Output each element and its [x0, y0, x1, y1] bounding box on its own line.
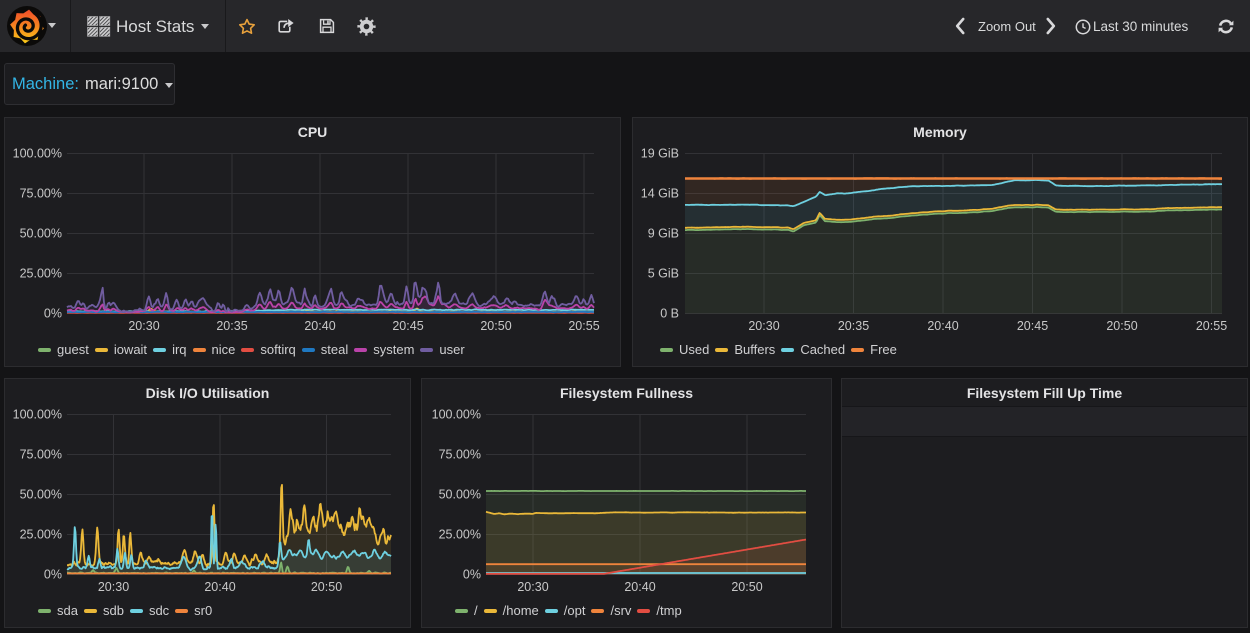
- svg-text:20:55: 20:55: [1196, 319, 1227, 333]
- svg-text:100.00%: 100.00%: [13, 408, 62, 422]
- svg-text:20:40: 20:40: [204, 580, 235, 594]
- svg-text:75.00%: 75.00%: [20, 187, 62, 201]
- svg-text:20:30: 20:30: [517, 580, 548, 594]
- svg-text:25.00%: 25.00%: [439, 528, 481, 542]
- svg-text:20:50: 20:50: [1106, 319, 1137, 333]
- svg-text:20:45: 20:45: [392, 319, 423, 333]
- svg-text:20:45: 20:45: [1017, 319, 1048, 333]
- svg-text:75.00%: 75.00%: [20, 448, 62, 462]
- svg-text:20:35: 20:35: [216, 319, 247, 333]
- svg-text:20:40: 20:40: [624, 580, 655, 594]
- svg-text:20:50: 20:50: [731, 580, 762, 594]
- svg-text:9 GiB: 9 GiB: [648, 227, 679, 241]
- svg-text:20:50: 20:50: [480, 319, 511, 333]
- svg-text:20:35: 20:35: [838, 319, 869, 333]
- svg-text:20:40: 20:40: [927, 319, 958, 333]
- svg-text:25.00%: 25.00%: [20, 267, 62, 281]
- svg-text:50.00%: 50.00%: [439, 488, 481, 502]
- svg-text:5 GiB: 5 GiB: [648, 267, 679, 281]
- svg-text:25.00%: 25.00%: [20, 528, 62, 542]
- svg-text:0 B: 0 B: [660, 307, 679, 321]
- svg-text:20:30: 20:30: [748, 319, 779, 333]
- svg-text:20:30: 20:30: [98, 580, 129, 594]
- svg-text:50.00%: 50.00%: [20, 227, 62, 241]
- svg-text:75.00%: 75.00%: [439, 448, 481, 462]
- svg-text:0%: 0%: [44, 568, 62, 582]
- svg-text:100.00%: 100.00%: [13, 147, 62, 161]
- svg-text:19 GiB: 19 GiB: [641, 147, 679, 161]
- svg-text:100.00%: 100.00%: [432, 408, 481, 422]
- svg-text:20:40: 20:40: [304, 319, 335, 333]
- svg-text:20:30: 20:30: [128, 319, 159, 333]
- svg-text:14 GiB: 14 GiB: [641, 187, 679, 201]
- svg-text:50.00%: 50.00%: [20, 488, 62, 502]
- svg-text:0%: 0%: [463, 568, 481, 582]
- svg-text:20:50: 20:50: [311, 580, 342, 594]
- svg-text:20:55: 20:55: [568, 319, 599, 333]
- svg-text:0%: 0%: [44, 307, 62, 321]
